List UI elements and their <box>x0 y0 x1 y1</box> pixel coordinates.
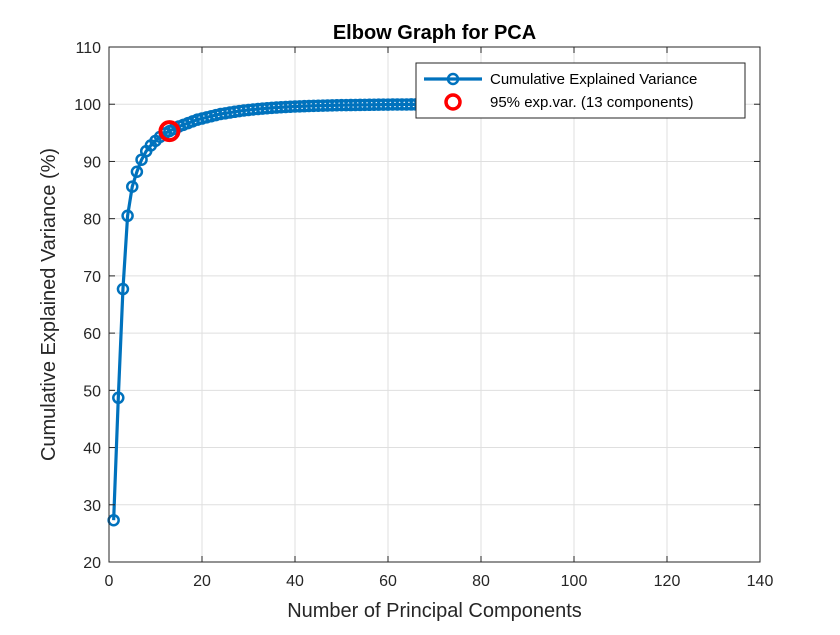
x-tick-label: 120 <box>654 573 681 590</box>
x-axis-label: Number of Principal Components <box>287 600 582 622</box>
data-point-marker <box>112 391 125 405</box>
y-axis-label: Cumulative Explained Variance (%) <box>38 148 60 461</box>
plot-area <box>109 47 760 562</box>
y-tick-label: 70 <box>83 269 101 286</box>
data-point-marker <box>130 165 144 178</box>
threshold-marker <box>158 120 181 143</box>
data-point-marker <box>126 180 139 193</box>
x-tick-label: 40 <box>286 573 304 590</box>
legend-label-threshold: 95% exp.var. (13 components) <box>490 94 693 111</box>
series-layer <box>107 97 460 527</box>
y-tick-label: 110 <box>75 40 101 57</box>
y-tick-label: 80 <box>83 212 101 229</box>
y-tick-label: 50 <box>83 383 101 400</box>
x-tick-label: 80 <box>472 573 490 590</box>
y-tick-label: 90 <box>83 154 101 171</box>
y-tick-label: 60 <box>83 326 101 343</box>
chart-title: Elbow Graph for PCA <box>333 22 536 44</box>
x-tick-label: 140 <box>747 573 774 590</box>
data-point-marker <box>116 282 130 296</box>
y-tick-label: 20 <box>83 555 101 572</box>
legend: Cumulative Explained Variance 95% exp.va… <box>415 62 746 119</box>
legend-marker-red <box>444 93 462 111</box>
x-tick-label: 100 <box>561 573 588 590</box>
axes-box <box>108 46 761 563</box>
legend-box <box>415 62 746 119</box>
y-tick-label: 40 <box>83 441 101 458</box>
x-tick-label: 60 <box>379 573 397 590</box>
x-tick-label: 20 <box>193 573 211 590</box>
legend-label-cumulative: Cumulative Explained Variance <box>490 71 697 88</box>
y-tick-label: 100 <box>74 97 101 114</box>
legend-marker-blue <box>446 72 460 86</box>
y-tick-label: 30 <box>83 498 101 515</box>
data-point-marker <box>121 209 134 223</box>
x-tick-label: 0 <box>105 573 114 590</box>
